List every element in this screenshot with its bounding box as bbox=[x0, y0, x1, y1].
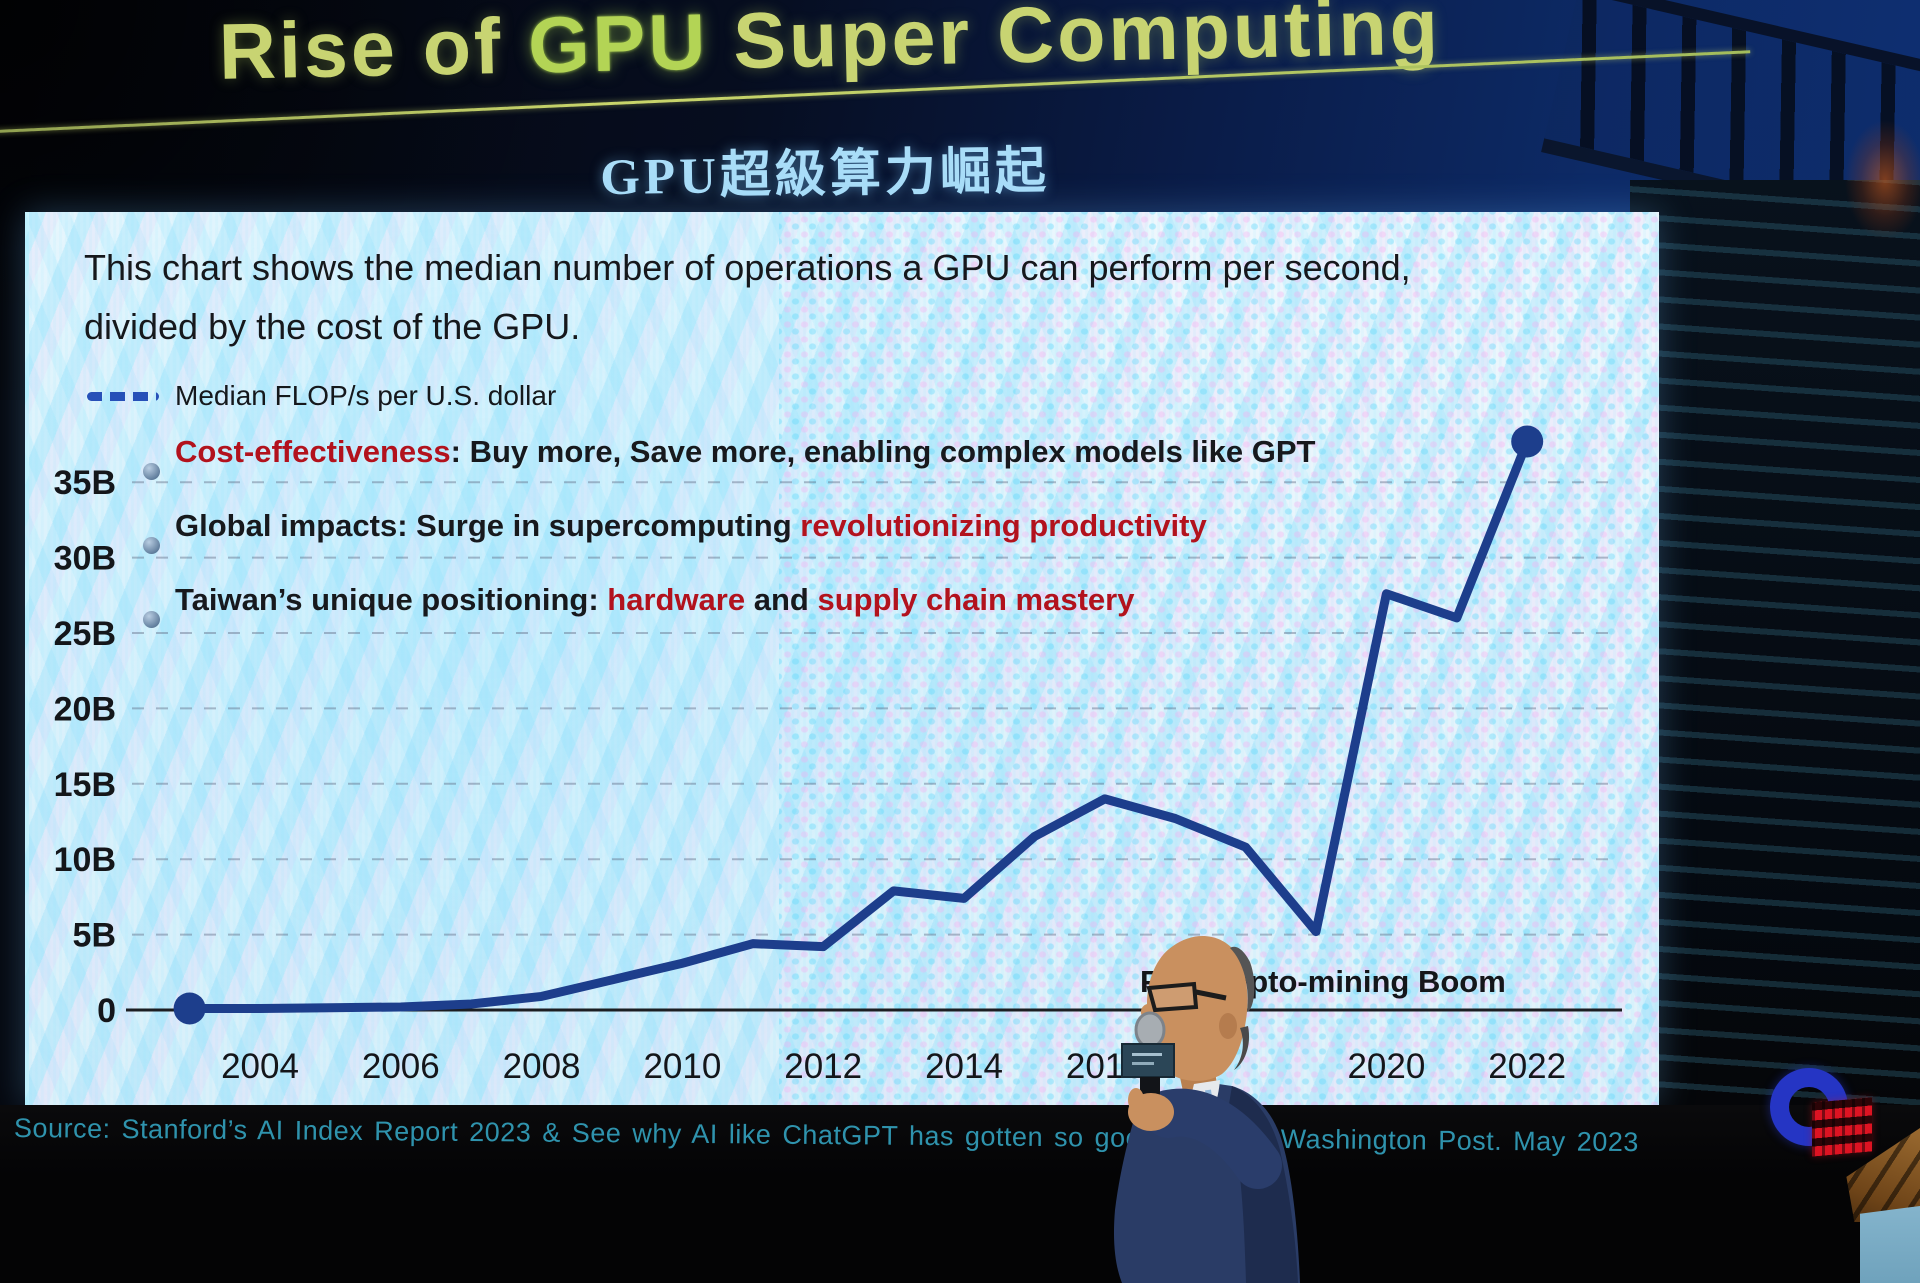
podium-blue-panel bbox=[1860, 1206, 1920, 1283]
title-suffix: Super Computing bbox=[707, 0, 1442, 86]
title-highlight-gpu: GPU bbox=[527, 0, 710, 90]
orange-light-glow bbox=[1845, 120, 1920, 240]
moire-pattern bbox=[778, 212, 1659, 1105]
bottom-black-strip: Source: Stanford’s AI Index Report 2023 … bbox=[0, 1105, 1920, 1283]
title-prefix: Rise of bbox=[217, 0, 530, 96]
source-citation: Source: Stanford’s AI Index Report 2023 … bbox=[13, 1113, 1639, 1158]
led-screen-panel bbox=[25, 212, 1659, 1105]
slide-subtitle-chinese: GPU超級算力崛起 bbox=[599, 143, 1051, 207]
building-facade-right bbox=[1630, 180, 1920, 1130]
logo-red-stripes-icon bbox=[1812, 1097, 1872, 1157]
venue-logo bbox=[1768, 1064, 1920, 1194]
